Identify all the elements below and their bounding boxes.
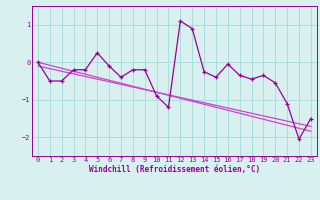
X-axis label: Windchill (Refroidissement éolien,°C): Windchill (Refroidissement éolien,°C) (89, 165, 260, 174)
